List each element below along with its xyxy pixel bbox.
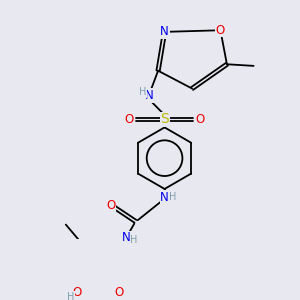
Text: N: N xyxy=(160,191,169,204)
Text: O: O xyxy=(106,199,115,212)
Text: N: N xyxy=(122,231,131,244)
Text: H: H xyxy=(67,292,74,300)
Text: H: H xyxy=(169,192,176,202)
Text: O: O xyxy=(73,286,82,299)
Text: O: O xyxy=(216,24,225,37)
Text: O: O xyxy=(125,113,134,126)
Text: O: O xyxy=(114,286,124,299)
Text: H: H xyxy=(130,235,138,245)
Text: H: H xyxy=(139,87,146,97)
Text: N: N xyxy=(160,26,169,38)
Text: O: O xyxy=(195,113,204,126)
Text: S: S xyxy=(160,112,169,126)
Text: N: N xyxy=(144,89,153,102)
